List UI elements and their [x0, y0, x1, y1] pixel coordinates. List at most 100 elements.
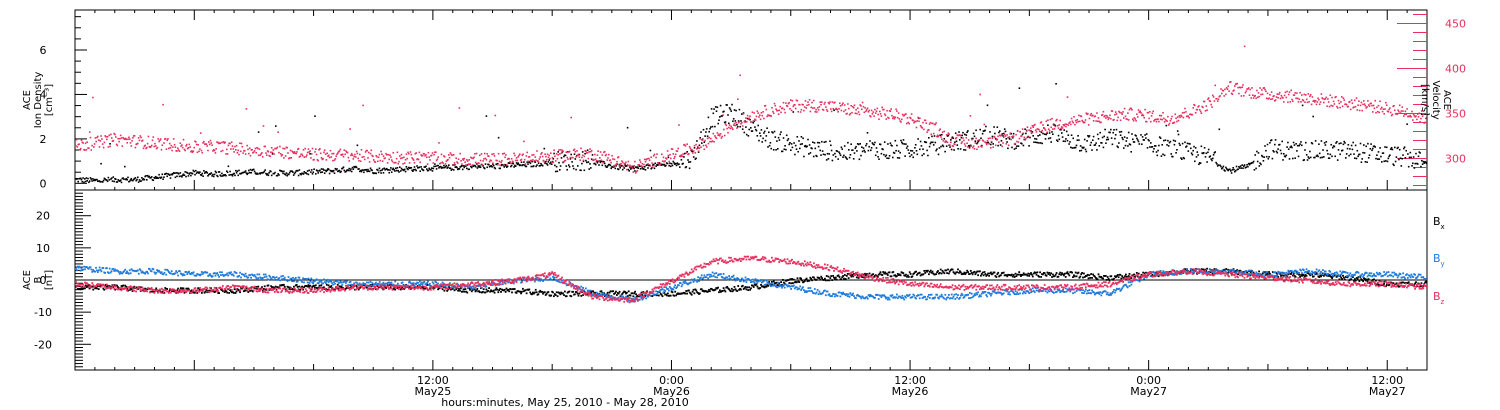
density-point	[1477, 175, 1479, 177]
Bx-point	[209, 289, 211, 292]
velocity-point	[605, 153, 608, 156]
velocity-point	[1039, 130, 1041, 133]
Bx-point	[398, 286, 401, 289]
density-point	[1211, 159, 1213, 162]
velocity-point	[585, 150, 587, 153]
density-point	[780, 131, 782, 133]
density-point	[617, 168, 620, 171]
velocity-point	[536, 150, 538, 152]
velocity-point	[208, 143, 211, 146]
velocity-point	[369, 152, 372, 155]
velocity-point	[876, 107, 879, 110]
density-point	[950, 148, 953, 151]
velocity-point	[1496, 140, 1498, 142]
density-point	[784, 145, 786, 147]
Bx-point	[852, 275, 854, 278]
density-point	[1238, 167, 1241, 169]
velocity-point	[534, 156, 537, 158]
velocity-point	[531, 154, 533, 156]
velocity-point	[405, 153, 408, 155]
Bx-point	[299, 289, 302, 291]
density-point	[1433, 167, 1435, 169]
density-point	[1439, 168, 1441, 170]
velocity-point	[1231, 93, 1234, 95]
velocity-point	[1359, 104, 1362, 107]
velocity-point	[822, 109, 825, 111]
velocity-point	[554, 160, 557, 162]
density-point	[826, 152, 829, 155]
Bx-point	[226, 291, 229, 294]
velocity-point	[473, 156, 475, 159]
velocity-point	[106, 138, 108, 141]
velocity-point	[1425, 117, 1427, 120]
density-point	[1133, 141, 1136, 143]
velocity-point	[1005, 143, 1008, 145]
density-point	[719, 104, 722, 107]
Bx-point	[1027, 272, 1030, 275]
velocity-point	[883, 113, 886, 115]
density-point	[538, 165, 541, 167]
Bx-point	[907, 274, 909, 277]
Bx-point	[954, 272, 957, 275]
density-point	[1260, 163, 1262, 166]
velocity-point	[679, 155, 682, 158]
Bx-point	[689, 292, 692, 295]
density-point	[829, 140, 831, 142]
velocity-point	[125, 138, 128, 141]
density-point	[1132, 138, 1134, 141]
velocity-point	[850, 105, 852, 107]
density-point	[833, 109, 835, 112]
density-point	[1186, 142, 1189, 145]
Bx-point	[466, 291, 469, 294]
density-point	[1452, 171, 1454, 173]
Bx-point	[539, 289, 542, 292]
velocity-point	[1429, 123, 1431, 125]
velocity-point	[555, 153, 558, 155]
Bx-point	[979, 270, 981, 273]
Bx-point	[272, 286, 274, 288]
velocity-point	[1374, 99, 1376, 102]
Bx-point	[959, 270, 961, 273]
velocity-point	[1018, 137, 1021, 140]
density-point	[540, 162, 542, 165]
velocity-point	[224, 141, 226, 144]
density-point	[812, 141, 814, 143]
velocity-point	[752, 120, 755, 122]
Bx-point	[679, 293, 682, 295]
density-point	[692, 156, 695, 158]
Bx-point	[803, 280, 806, 282]
velocity-point	[1270, 91, 1273, 93]
density-point	[456, 166, 458, 169]
density-point	[641, 167, 644, 169]
density-point	[643, 166, 646, 168]
density-point	[577, 165, 579, 167]
density-point	[1222, 165, 1225, 168]
density-point	[426, 169, 429, 172]
velocity-point	[582, 159, 585, 162]
velocity-point	[616, 160, 618, 163]
density-point	[1068, 143, 1070, 145]
density-point	[525, 165, 528, 168]
Bx-point	[339, 286, 342, 289]
Bx-point	[940, 272, 943, 275]
Bx-point	[562, 292, 564, 295]
velocity-point	[1316, 101, 1319, 103]
Bx-point	[976, 270, 979, 273]
velocity-point	[681, 155, 684, 158]
velocity-point	[693, 144, 696, 147]
Bx-point	[244, 289, 247, 292]
velocity-point	[466, 158, 468, 161]
density-point	[1360, 161, 1363, 163]
density-point	[1303, 159, 1305, 161]
density-point	[850, 143, 852, 145]
velocity-point	[414, 152, 417, 155]
velocity-point	[1144, 108, 1146, 111]
Bx-point	[963, 271, 966, 274]
velocity-point	[1059, 119, 1061, 122]
density-point	[1442, 167, 1444, 169]
Bx-point	[919, 274, 922, 277]
density-point	[228, 174, 230, 176]
Bx-point	[902, 272, 905, 274]
density-point	[874, 141, 876, 144]
